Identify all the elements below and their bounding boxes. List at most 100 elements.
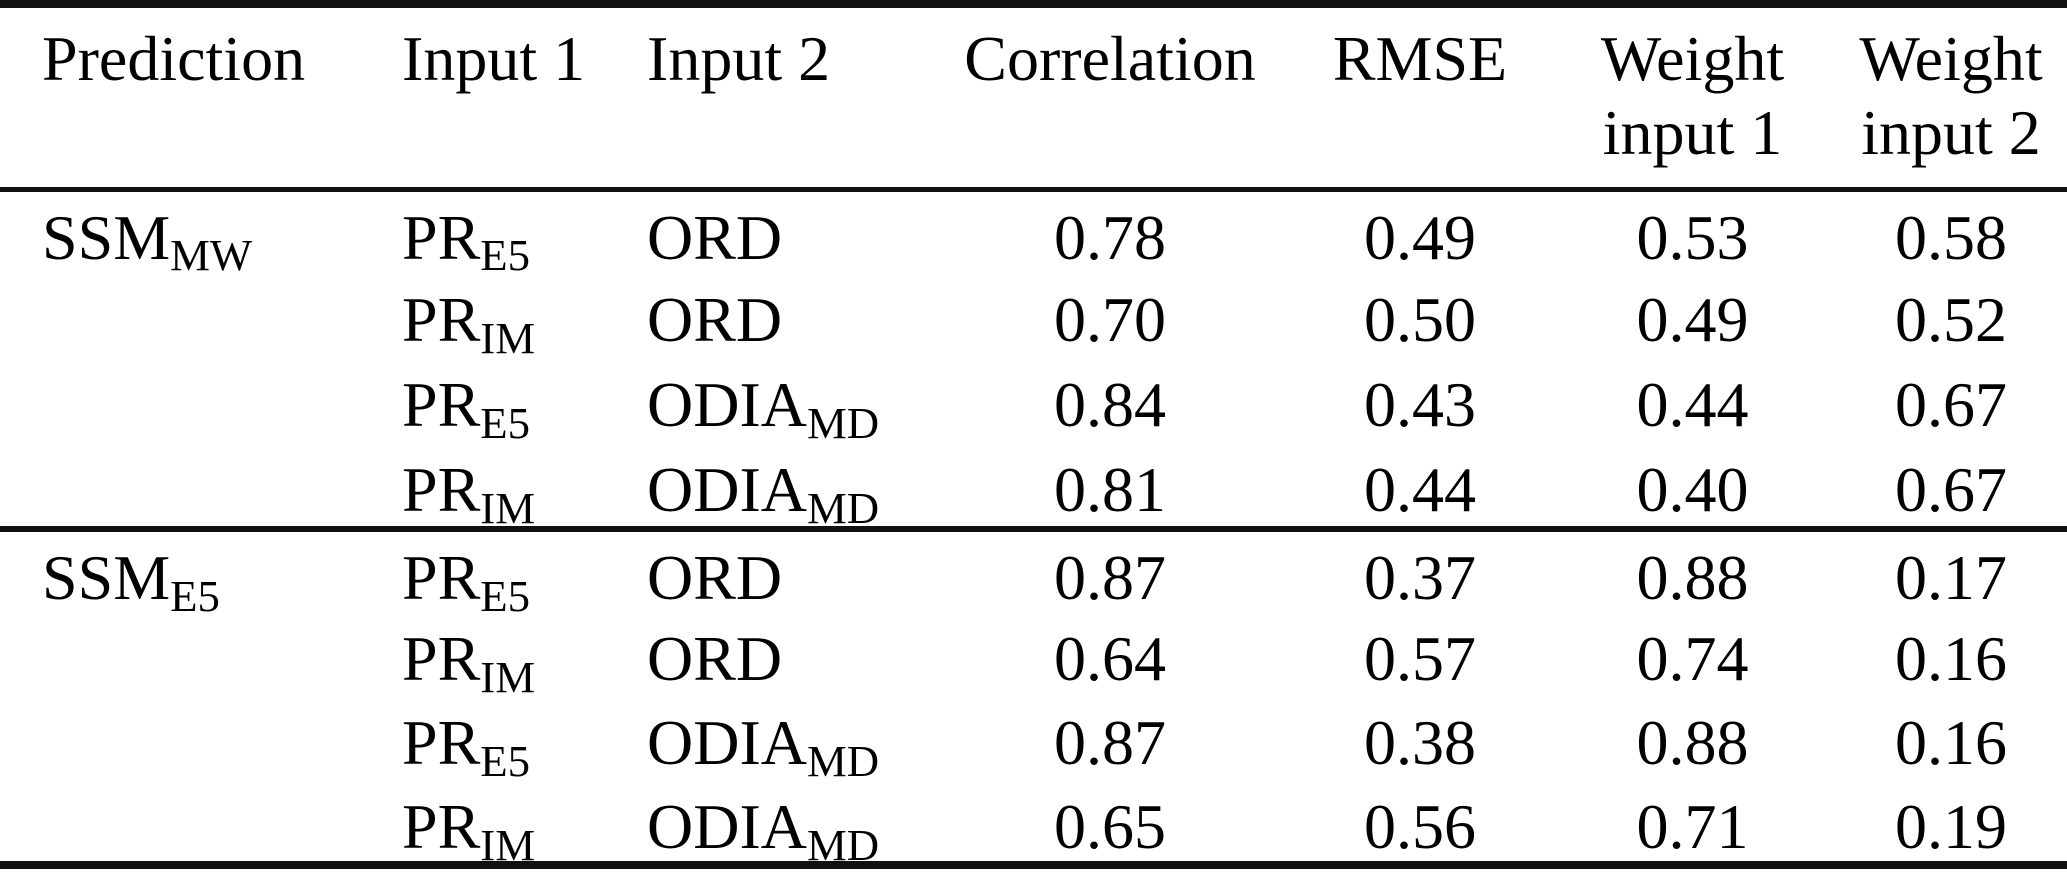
label-subscript: MD (806, 735, 880, 786)
label-base: PR (402, 542, 481, 613)
cell-input1: PRIM (360, 613, 605, 700)
cell-input2: ORD (605, 613, 930, 697)
header-label: Input 2 (647, 23, 831, 94)
cell-input2: ODIAMD (605, 444, 930, 531)
label-base: ODIA (647, 369, 807, 440)
cell-rmse: 0.43 (1364, 369, 1476, 440)
table-group-ssm-e5: SSME5 PRE5 ORD 0.87 0.37 0.88 0.17 PRIM ORD 0.64 0… (0, 529, 2067, 868)
label-base: SSM (42, 542, 171, 613)
cell-input2: ORD (605, 189, 930, 274)
cell-input2: ODIAMD (605, 359, 930, 446)
label-base: ORD (647, 284, 783, 355)
cell-input2: ORD (605, 529, 930, 613)
cell-correlation: 0.87 (1054, 542, 1166, 613)
cell-input1: PRE5 (360, 189, 605, 278)
label-subscript: IM (480, 312, 536, 363)
label-subscript: IM (480, 651, 536, 702)
label-base: SSM (42, 201, 171, 273)
table-row: PRIM ORD 0.64 0.57 0.74 0.16 (0, 613, 2067, 700)
column-header-weight-input1: Weight input 1 (1550, 4, 1835, 189)
cell-input1: PRIM (360, 274, 605, 361)
label-base: PR (402, 284, 481, 355)
label-base: PR (402, 791, 481, 862)
header-label-line2: input 1 (1602, 97, 1783, 169)
header-label: Weight (1859, 23, 2043, 94)
label-base: ODIA (647, 707, 807, 778)
label-subscript: E5 (480, 397, 531, 448)
table-group-ssm-mw: SSMMW PRE5 ORD 0.78 0.49 0.53 0.58 PRIM ORD 0.70 0… (0, 189, 2067, 531)
header-label: Input 1 (402, 23, 586, 94)
cell-correlation: 0.65 (1054, 791, 1166, 862)
label-subscript: IM (480, 482, 536, 533)
label-base: ORD (647, 623, 783, 694)
cell-weight-input1: 0.44 (1636, 369, 1749, 440)
cell-weight-input2: 0.52 (1895, 284, 2007, 355)
cell-weight-input2: 0.58 (1895, 201, 2007, 273)
label-subscript: E5 (480, 230, 531, 281)
cell-weight-input1: 0.40 (1636, 454, 1749, 525)
cell-weight-input2: 0.17 (1895, 542, 2007, 613)
cell-weight-input2: 0.16 (1895, 707, 2007, 778)
results-table: Prediction Input 1 Input 2 Correlation R… (0, 0, 2067, 869)
cell-weight-input1: 0.88 (1636, 707, 1749, 778)
cell-rmse: 0.56 (1364, 791, 1476, 862)
cell-weight-input1: 0.74 (1636, 623, 1749, 694)
table-row: PRIM ODIAMD 0.81 0.44 0.40 0.67 (0, 444, 2067, 531)
cell-rmse: 0.44 (1364, 454, 1476, 525)
cell-input1: PRE5 (360, 529, 605, 619)
header-row: Prediction Input 1 Input 2 Correlation R… (0, 4, 2067, 189)
cell-correlation: 0.64 (1054, 623, 1166, 694)
label-base: PR (402, 707, 481, 778)
cell-correlation: 0.78 (1054, 201, 1166, 273)
cell-weight-input2: 0.67 (1895, 454, 2007, 525)
label-base: ODIA (647, 454, 807, 525)
label-base: PR (402, 623, 481, 694)
label-subscript: MD (806, 397, 880, 448)
label-subscript: IM (480, 819, 536, 870)
cell-input2: ODIAMD (605, 781, 930, 868)
header-label: RMSE (1332, 23, 1508, 94)
cell-prediction: SSME5 (0, 529, 360, 865)
cell-input1: PRIM (360, 781, 605, 868)
table-row: PRIM ORD 0.70 0.50 0.49 0.52 (0, 274, 2067, 361)
cell-correlation: 0.87 (1054, 707, 1166, 778)
header-label: Correlation (964, 23, 1256, 94)
cell-weight-input1: 0.49 (1636, 284, 1749, 355)
label-base: ORD (647, 542, 783, 613)
label-base: ODIA (647, 791, 807, 862)
column-header-weight-input2: Weight input 2 (1835, 4, 2067, 189)
label-subscript: E5 (170, 570, 220, 621)
table-row: SSME5 PRE5 ORD 0.87 0.37 0.88 0.17 (0, 529, 2067, 619)
cell-correlation: 0.84 (1054, 369, 1166, 440)
cell-correlation: 0.70 (1054, 284, 1166, 355)
cell-input1: PRE5 (360, 359, 605, 446)
cell-rmse: 0.38 (1364, 707, 1476, 778)
cell-input1: PRIM (360, 444, 605, 531)
cell-rmse: 0.37 (1364, 542, 1476, 613)
label-subscript: MD (806, 482, 880, 533)
label-base: ORD (647, 201, 783, 273)
header-label-line2: input 2 (1861, 97, 2041, 169)
header-label: Weight (1600, 23, 1785, 94)
column-header-input1: Input 1 (360, 4, 605, 189)
cell-input2: ORD (605, 274, 930, 359)
label-base: PR (402, 454, 481, 525)
table-header: Prediction Input 1 Input 2 Correlation R… (0, 4, 2067, 189)
column-header-input2: Input 2 (605, 4, 930, 189)
label-subscript: E5 (480, 570, 531, 621)
cell-weight-input2: 0.67 (1895, 369, 2007, 440)
cell-input1: PRE5 (360, 697, 605, 784)
cell-weight-input2: 0.16 (1895, 623, 2007, 694)
cell-weight-input1: 0.53 (1636, 201, 1749, 273)
cell-correlation: 0.81 (1054, 454, 1166, 525)
table-row: SSMMW PRE5 ORD 0.78 0.49 0.53 0.58 (0, 189, 2067, 278)
cell-input2: ODIAMD (605, 697, 930, 784)
label-subscript: MW (170, 230, 253, 281)
label-subscript: E5 (480, 735, 531, 786)
label-base: PR (402, 201, 481, 273)
label-subscript: MD (806, 819, 880, 870)
cell-rmse: 0.50 (1364, 284, 1476, 355)
header-label: Prediction (42, 23, 306, 94)
column-header-prediction: Prediction (0, 4, 360, 189)
column-header-correlation: Correlation (930, 4, 1290, 189)
